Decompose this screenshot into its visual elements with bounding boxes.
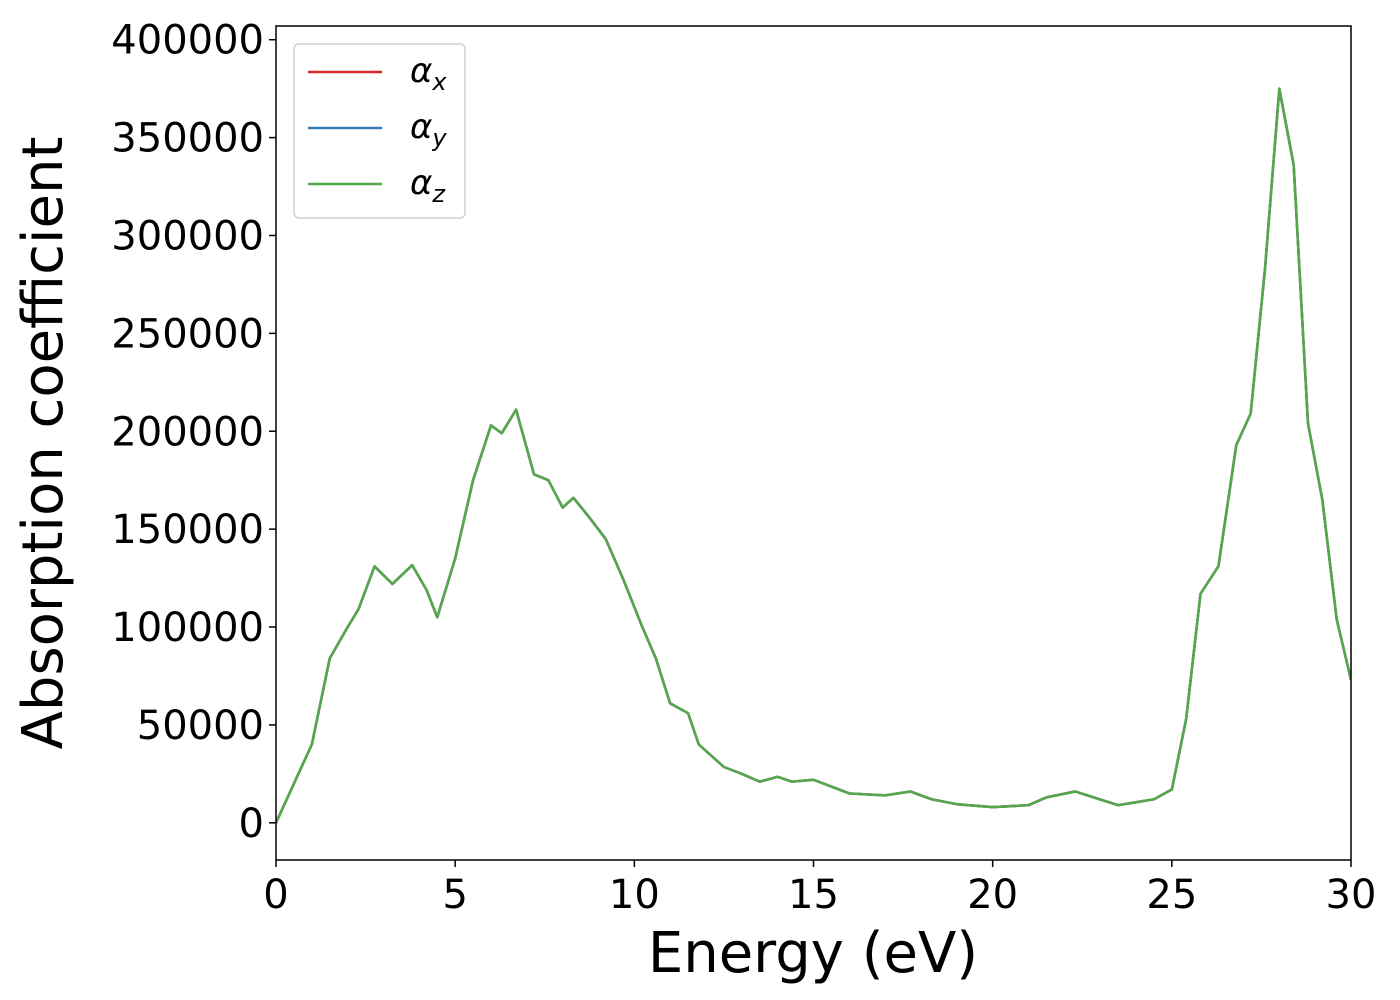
x-tick-label: 20 xyxy=(967,872,1018,918)
y-tick-label: 350000 xyxy=(111,116,264,162)
plot-frame xyxy=(275,25,1352,861)
x-tick-label: 10 xyxy=(609,872,660,918)
legend-box xyxy=(293,43,466,219)
x-tick-label: 5 xyxy=(442,872,467,918)
legend-label: αz xyxy=(410,163,446,208)
legend-label: αx xyxy=(410,51,447,96)
x-tick-label: 25 xyxy=(1146,872,1197,918)
data-line xyxy=(276,87,1351,824)
x-axis-label: Energy (eV) xyxy=(648,921,978,986)
plot-area xyxy=(276,87,1351,824)
y-tick-label: 250000 xyxy=(111,311,264,357)
y-tick-label: 300000 xyxy=(111,213,264,259)
y-tick-label: 100000 xyxy=(111,605,264,651)
y-axis-label: Absorption coefficient xyxy=(11,137,76,750)
x-tick-label: 30 xyxy=(1326,872,1377,918)
y-tick-label: 200000 xyxy=(111,409,264,455)
y-tick-label: 50000 xyxy=(137,703,264,749)
y-tick-label: 0 xyxy=(239,801,264,847)
x-tick-label: 0 xyxy=(263,872,288,918)
x-tick-label: 15 xyxy=(788,872,839,918)
y-tick-label: 150000 xyxy=(111,507,264,553)
legend-label: αy xyxy=(410,107,447,152)
y-tick-label: 400000 xyxy=(111,18,264,64)
